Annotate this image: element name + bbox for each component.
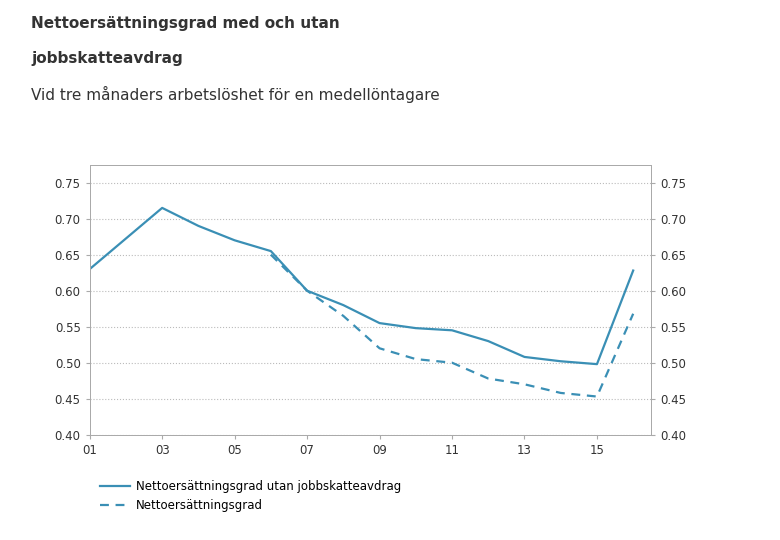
- Line: Nettoersättningsgrad: Nettoersättningsgrad: [271, 255, 633, 396]
- Nettoersättningsgrad: [556, 390, 566, 396]
- Text: jobbskatteavdrag: jobbskatteavdrag: [31, 51, 183, 66]
- Nettoersättningsgrad: [629, 310, 638, 317]
- Nettoersättningsgrad utan jobbskatteavdrag: [375, 320, 385, 326]
- Nettoersättningsgrad utan jobbskatteavdrag: [339, 302, 348, 308]
- Nettoersättningsgrad utan jobbskatteavdrag: [519, 354, 529, 360]
- Nettoersättningsgrad utan jobbskatteavdrag: [629, 267, 638, 274]
- Nettoersättningsgrad utan jobbskatteavdrag: [484, 338, 493, 345]
- Nettoersättningsgrad utan jobbskatteavdrag: [158, 205, 167, 211]
- Nettoersättningsgrad utan jobbskatteavdrag: [556, 358, 566, 365]
- Nettoersättningsgrad: [411, 356, 420, 362]
- Nettoersättningsgrad: [592, 393, 601, 400]
- Nettoersättningsgrad: [519, 381, 529, 388]
- Nettoersättningsgrad: [266, 252, 275, 258]
- Nettoersättningsgrad utan jobbskatteavdrag: [193, 222, 203, 229]
- Nettoersättningsgrad utan jobbskatteavdrag: [230, 237, 239, 244]
- Nettoersättningsgrad utan jobbskatteavdrag: [592, 361, 601, 367]
- Line: Nettoersättningsgrad utan jobbskatteavdrag: Nettoersättningsgrad utan jobbskatteavdr…: [90, 208, 633, 364]
- Text: Vid tre månaders arbetslöshet för en medellöntagare: Vid tre månaders arbetslöshet för en med…: [31, 86, 440, 104]
- Nettoersättningsgrad utan jobbskatteavdrag: [411, 325, 420, 332]
- Nettoersättningsgrad: [375, 345, 385, 352]
- Nettoersättningsgrad: [484, 375, 493, 382]
- Nettoersättningsgrad utan jobbskatteavdrag: [448, 327, 457, 334]
- Nettoersättningsgrad utan jobbskatteavdrag: [303, 287, 312, 294]
- Nettoersättningsgrad: [339, 313, 348, 319]
- Text: Nettoersättningsgrad med och utan: Nettoersättningsgrad med och utan: [31, 16, 340, 31]
- Legend: Nettoersättningsgrad utan jobbskatteavdrag, Nettoersättningsgrad: Nettoersättningsgrad utan jobbskatteavdr…: [96, 476, 406, 517]
- Nettoersättningsgrad: [303, 287, 312, 294]
- Nettoersättningsgrad utan jobbskatteavdrag: [266, 248, 275, 254]
- Nettoersättningsgrad utan jobbskatteavdrag: [85, 266, 94, 272]
- Nettoersättningsgrad: [448, 360, 457, 366]
